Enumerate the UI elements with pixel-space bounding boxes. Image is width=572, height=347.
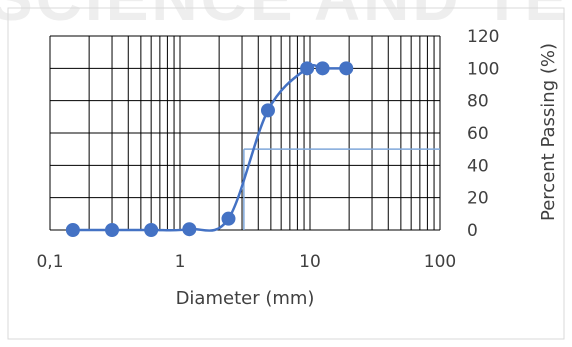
y-tick-label: 0 — [467, 221, 478, 241]
x-tick-label: 1 — [175, 252, 186, 272]
tick-labels: 0,1 1 10 100 0 20 40 60 80 100 120 — [36, 27, 499, 272]
y-tick-label: 80 — [467, 92, 489, 112]
y-tick-label: 20 — [467, 189, 489, 209]
y-axis-title: Percent Passing (%) — [538, 43, 559, 221]
data-point — [144, 223, 159, 237]
y-tick-label: 120 — [467, 27, 499, 47]
series-layer — [65, 61, 354, 237]
data-point — [182, 222, 197, 237]
y-tick-label: 100 — [467, 59, 499, 79]
y-tick-label: 40 — [467, 156, 489, 176]
data-point — [260, 103, 275, 118]
x-tick-label: 10 — [299, 252, 321, 272]
grid-layer — [49, 35, 441, 231]
data-point — [300, 61, 315, 76]
data-point — [315, 61, 330, 76]
chart-border — [7, 7, 565, 340]
watermark: SCIENCE AND TECHN — [0, 0, 572, 34]
x-tick-label: 100 — [424, 252, 456, 272]
reference-lines — [243, 148, 440, 230]
data-point — [105, 223, 120, 237]
y-tick-label: 60 — [467, 124, 489, 144]
data-point — [221, 211, 236, 226]
x-axis-title: Diameter (mm) — [176, 288, 315, 309]
data-point — [65, 223, 80, 237]
x-tick-label: 0,1 — [36, 252, 63, 272]
series-line — [72, 64, 347, 232]
data-point — [339, 61, 354, 76]
